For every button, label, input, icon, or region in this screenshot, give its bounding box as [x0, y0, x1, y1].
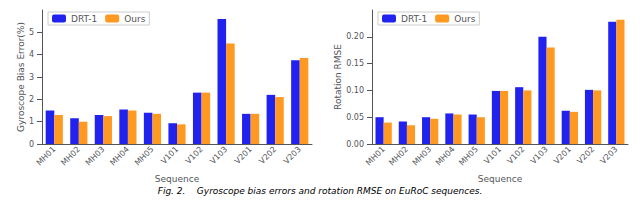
svg-text:MH04: MH04	[108, 145, 131, 168]
svg-text:DRT-1: DRT-1	[71, 14, 97, 24]
svg-text:Ours: Ours	[124, 14, 145, 24]
svg-text:0.20: 0.20	[346, 32, 364, 41]
svg-text:V102: V102	[184, 145, 205, 166]
svg-text:V202: V202	[257, 145, 278, 166]
svg-text:2: 2	[29, 95, 34, 104]
svg-text:Ours: Ours	[454, 14, 475, 24]
svg-text:V202: V202	[575, 145, 596, 166]
svg-text:V203: V203	[282, 145, 303, 166]
svg-text:DRT-1: DRT-1	[401, 14, 427, 24]
svg-text:V103: V103	[529, 145, 550, 166]
svg-text:Rotation RMSE: Rotation RMSE	[333, 44, 343, 110]
svg-text:V203: V203	[599, 145, 620, 166]
svg-text:Sequence: Sequence	[478, 174, 523, 184]
svg-text:V102: V102	[505, 145, 526, 166]
svg-text:MH03: MH03	[411, 145, 434, 168]
svg-text:MH01: MH01	[35, 145, 58, 168]
svg-text:0.10: 0.10	[346, 86, 364, 95]
svg-text:4: 4	[29, 50, 34, 59]
svg-text:MH01: MH01	[364, 145, 387, 168]
svg-text:1: 1	[29, 117, 34, 126]
svg-text:MH03: MH03	[84, 145, 107, 168]
svg-text:0.05: 0.05	[346, 113, 364, 122]
svg-text:V101: V101	[159, 145, 180, 166]
svg-text:V101: V101	[482, 145, 503, 166]
svg-text:Gyroscope Bias Error(%): Gyroscope Bias Error(%)	[16, 22, 26, 132]
svg-text:Sequence: Sequence	[155, 174, 200, 184]
svg-text:V103: V103	[208, 145, 229, 166]
svg-text:MH02: MH02	[59, 145, 82, 168]
svg-text:3: 3	[29, 73, 34, 82]
svg-text:MH04: MH04	[434, 145, 457, 168]
svg-text:0: 0	[29, 140, 34, 149]
svg-text:0.15: 0.15	[346, 59, 364, 68]
svg-text:V201: V201	[552, 145, 573, 166]
svg-text:MH02: MH02	[387, 145, 410, 168]
svg-text:0.00: 0.00	[346, 140, 364, 149]
svg-text:MH05: MH05	[457, 145, 480, 168]
svg-text:5: 5	[29, 28, 34, 37]
svg-text:MH05: MH05	[133, 145, 156, 168]
svg-text:Fig. 2. Gyroscope bias erro: Fig. 2. Gyroscope bias errors and rotati…	[158, 186, 483, 196]
svg-text:V201: V201	[233, 145, 254, 166]
